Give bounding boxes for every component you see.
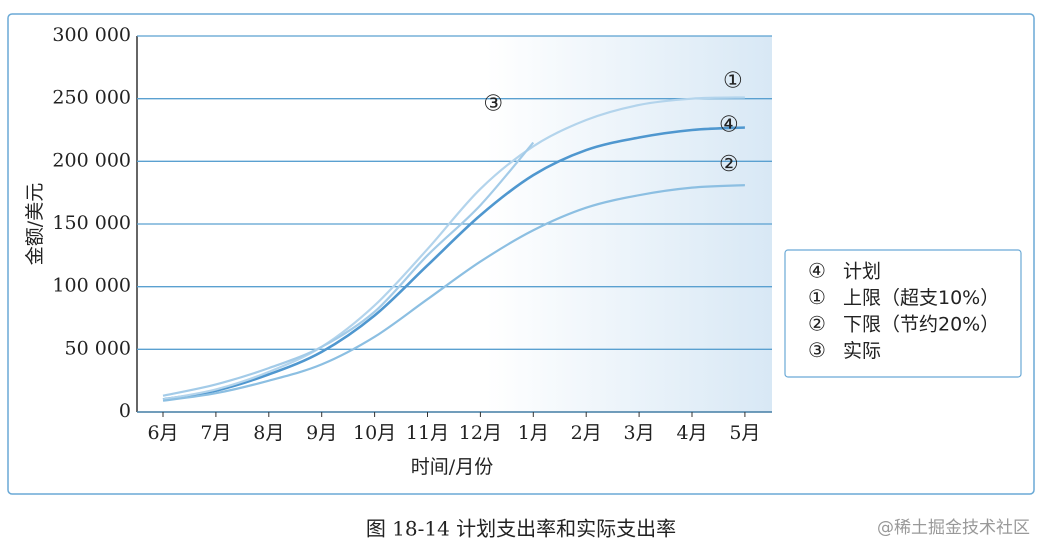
x-axis-label: 时间/月份 bbox=[411, 456, 493, 478]
x-tick-label: 1月 bbox=[518, 422, 549, 444]
y-tick-label: 150 000 bbox=[52, 212, 131, 234]
series-line bbox=[162, 141, 535, 397]
series-end-label: ① bbox=[723, 68, 743, 93]
x-tick-label: 4月 bbox=[676, 422, 707, 444]
y-axis-label: 金额/美元 bbox=[24, 183, 46, 265]
x-tick-label: 5月 bbox=[729, 422, 760, 444]
y-tick-label: 100 000 bbox=[52, 275, 131, 297]
series-end-label: ③ bbox=[483, 92, 503, 117]
x-tick-label: 3月 bbox=[624, 422, 655, 444]
y-tick-label: 200 000 bbox=[52, 149, 131, 171]
legend-name: 实际 bbox=[843, 340, 881, 362]
x-tick-label: 10月 bbox=[353, 422, 396, 444]
x-tick-label: 11月 bbox=[406, 422, 449, 444]
frame bbox=[7, 13, 1035, 495]
y-tick-label: 300 000 bbox=[52, 24, 131, 46]
series-line bbox=[162, 184, 745, 402]
x-tick-label: 12月 bbox=[459, 422, 502, 444]
y-tick-label: 250 000 bbox=[52, 87, 131, 109]
x-tick-label: 2月 bbox=[571, 422, 602, 444]
legend-name: 计划 bbox=[843, 261, 881, 283]
x-tick-label: 8月 bbox=[253, 422, 284, 444]
x-tick-label: 6月 bbox=[147, 422, 178, 444]
legend-name: 上限（超支10%） bbox=[843, 287, 999, 309]
y-tick-label: 50 000 bbox=[65, 337, 131, 359]
x-tick-label: 7月 bbox=[200, 422, 231, 444]
legend bbox=[784, 249, 1022, 378]
series-line bbox=[162, 96, 745, 401]
series-end-label: ② bbox=[719, 152, 739, 177]
x-tick-label: 9月 bbox=[306, 422, 337, 444]
watermark: @稀土掘金技术社区 bbox=[877, 518, 1030, 538]
legend-label: ④ bbox=[808, 259, 826, 283]
caption: 图 18-14 计划支出率和实际支出率 bbox=[366, 517, 676, 541]
legend-label: ③ bbox=[808, 338, 826, 362]
legend-label: ① bbox=[808, 285, 826, 309]
y-tick-label: 0 bbox=[119, 400, 131, 422]
series-end-label: ④ bbox=[719, 112, 739, 137]
legend-name: 下限（节约20%） bbox=[843, 314, 999, 336]
legend-label: ② bbox=[808, 312, 826, 336]
series-line bbox=[162, 126, 745, 401]
